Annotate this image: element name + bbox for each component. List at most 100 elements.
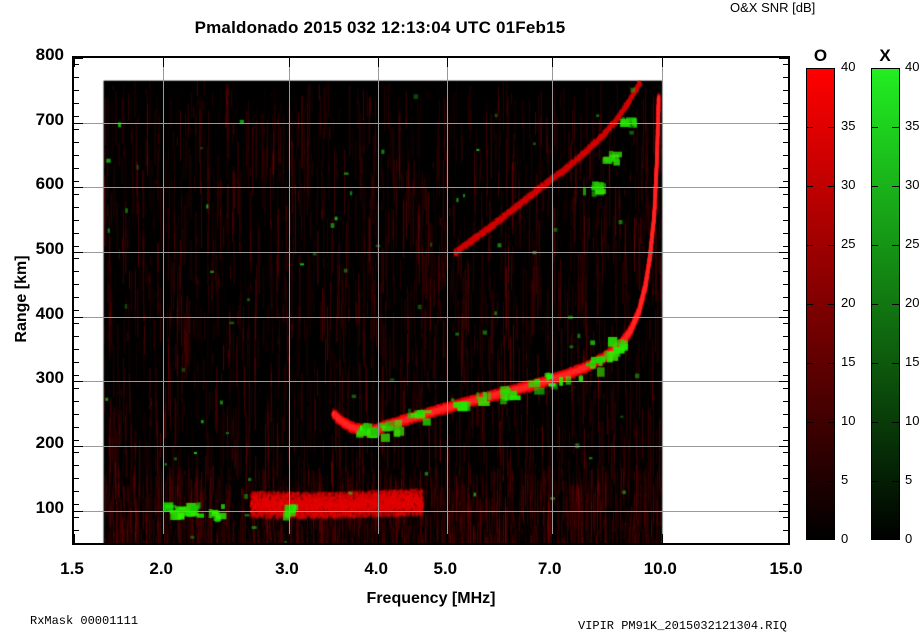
- x-axis-label: Frequency [MHz]: [366, 590, 496, 607]
- x-tick: [163, 58, 165, 67]
- y-minor-tick: [783, 219, 788, 221]
- y-minor-tick: [74, 129, 79, 131]
- colorbar-tick: [828, 245, 835, 246]
- colorbar-o-tick-label: 10: [841, 413, 856, 428]
- y-minor-tick: [74, 142, 79, 144]
- y-minor-tick: [783, 336, 788, 338]
- colorbar-x-tick-label: 40: [905, 59, 920, 74]
- colorbar-tick: [871, 127, 878, 128]
- y-minor-tick: [74, 361, 79, 363]
- y-minor-tick: [783, 374, 788, 376]
- y-tick: [74, 381, 83, 383]
- y-minor-tick: [783, 439, 788, 441]
- y-minor-tick: [783, 361, 788, 363]
- y-minor-tick: [74, 439, 79, 441]
- x-gridline: [662, 58, 664, 543]
- y-tick: [74, 122, 83, 124]
- y-minor-tick: [783, 387, 788, 389]
- y-minor-tick: [74, 258, 79, 260]
- y-minor-tick: [74, 349, 79, 350]
- y-tick: [779, 381, 788, 383]
- colorbar-x-header: X: [879, 46, 891, 65]
- x-tick: [288, 534, 290, 543]
- y-minor-tick: [783, 452, 788, 454]
- colorbar-tick: [806, 304, 813, 305]
- colorbar-tick: [806, 481, 813, 482]
- y-tick-label: 600: [35, 174, 64, 194]
- colorbar-o-tick-label: 35: [841, 118, 856, 133]
- y-minor-tick: [783, 323, 788, 325]
- y-tick: [779, 187, 788, 189]
- x-tick: [378, 58, 380, 67]
- x-tick: [662, 534, 664, 543]
- y-tick: [74, 316, 83, 318]
- y-minor-tick: [74, 232, 79, 234]
- y-minor-tick: [74, 180, 79, 182]
- x-tick: [662, 58, 664, 67]
- x-tick-label: 4.0: [364, 559, 388, 578]
- x-tick: [378, 534, 380, 543]
- y-minor-tick: [74, 387, 79, 389]
- x-tick: [74, 58, 75, 67]
- y-gridline: [74, 446, 788, 447]
- colorbar-title: O&X SNR [dB]: [730, 0, 816, 15]
- y-minor-tick: [783, 284, 788, 286]
- y-minor-tick: [74, 284, 79, 286]
- y-gridline: [74, 187, 788, 189]
- y-tick-label: 700: [35, 109, 64, 129]
- y-minor-tick: [74, 491, 79, 493]
- x-gridline: [288, 58, 290, 543]
- colorbar-x-tick-label: 20: [905, 295, 920, 310]
- y-minor-tick: [783, 543, 788, 544]
- y-minor-tick: [783, 297, 788, 299]
- y-minor-tick: [783, 517, 788, 519]
- y-minor-tick: [783, 129, 788, 131]
- y-minor-tick: [783, 193, 788, 195]
- ionogram-data-canvas: [74, 58, 788, 543]
- y-tick-label: 800: [35, 45, 64, 64]
- colorbar-tick: [871, 363, 878, 364]
- y-tick: [74, 187, 83, 189]
- y-minor-tick: [74, 478, 79, 480]
- y-minor-tick: [74, 245, 79, 247]
- x-tick: [788, 58, 789, 67]
- y-minor-tick: [74, 310, 79, 312]
- y-minor-tick: [783, 310, 788, 312]
- colorbar-tick: [806, 127, 813, 128]
- page-title: Pmaldonado 2015 032 12:13:04 UTC 01Feb15: [194, 18, 566, 37]
- y-minor-tick: [74, 452, 79, 454]
- y-minor-tick: [783, 413, 788, 415]
- y-minor-tick: [74, 374, 79, 376]
- ionogram-plot-area[interactable]: [72, 56, 790, 545]
- rxmask-footer: RxMask 00001111: [30, 614, 139, 628]
- y-minor-tick: [74, 103, 79, 105]
- colorbar-o-tick-label: 0: [841, 531, 849, 546]
- colorbar-tick: [828, 304, 835, 305]
- y-minor-tick: [783, 245, 788, 247]
- y-tick: [74, 446, 83, 447]
- y-minor-tick: [783, 491, 788, 493]
- y-minor-tick: [74, 116, 79, 118]
- colorbar-tick: [828, 186, 835, 187]
- y-minor-tick: [783, 77, 788, 79]
- y-minor-tick: [783, 64, 788, 66]
- colorbar-o-tick-label: 15: [841, 354, 856, 369]
- y-gridline: [74, 316, 788, 318]
- colorbar-tick: [806, 186, 813, 187]
- colorbar-o-tick-label: 20: [841, 295, 856, 310]
- y-tick: [74, 510, 83, 512]
- y-tick: [74, 252, 83, 253]
- x-tick-label: 3.0: [275, 559, 299, 578]
- colorbar-tick: [828, 481, 835, 482]
- colorbar-x-tick-label: 10: [905, 413, 920, 428]
- x-tick: [447, 534, 449, 543]
- colorbar-x-tick-label: 0: [905, 531, 913, 546]
- y-tick-label: 100: [35, 497, 64, 517]
- y-minor-tick: [783, 349, 788, 350]
- colorbar-o-header: O: [813, 46, 828, 65]
- y-minor-tick: [74, 426, 79, 428]
- x-tick: [788, 534, 789, 543]
- x-gridline: [447, 58, 449, 543]
- x-tick: [551, 58, 553, 67]
- x-tick: [163, 534, 165, 543]
